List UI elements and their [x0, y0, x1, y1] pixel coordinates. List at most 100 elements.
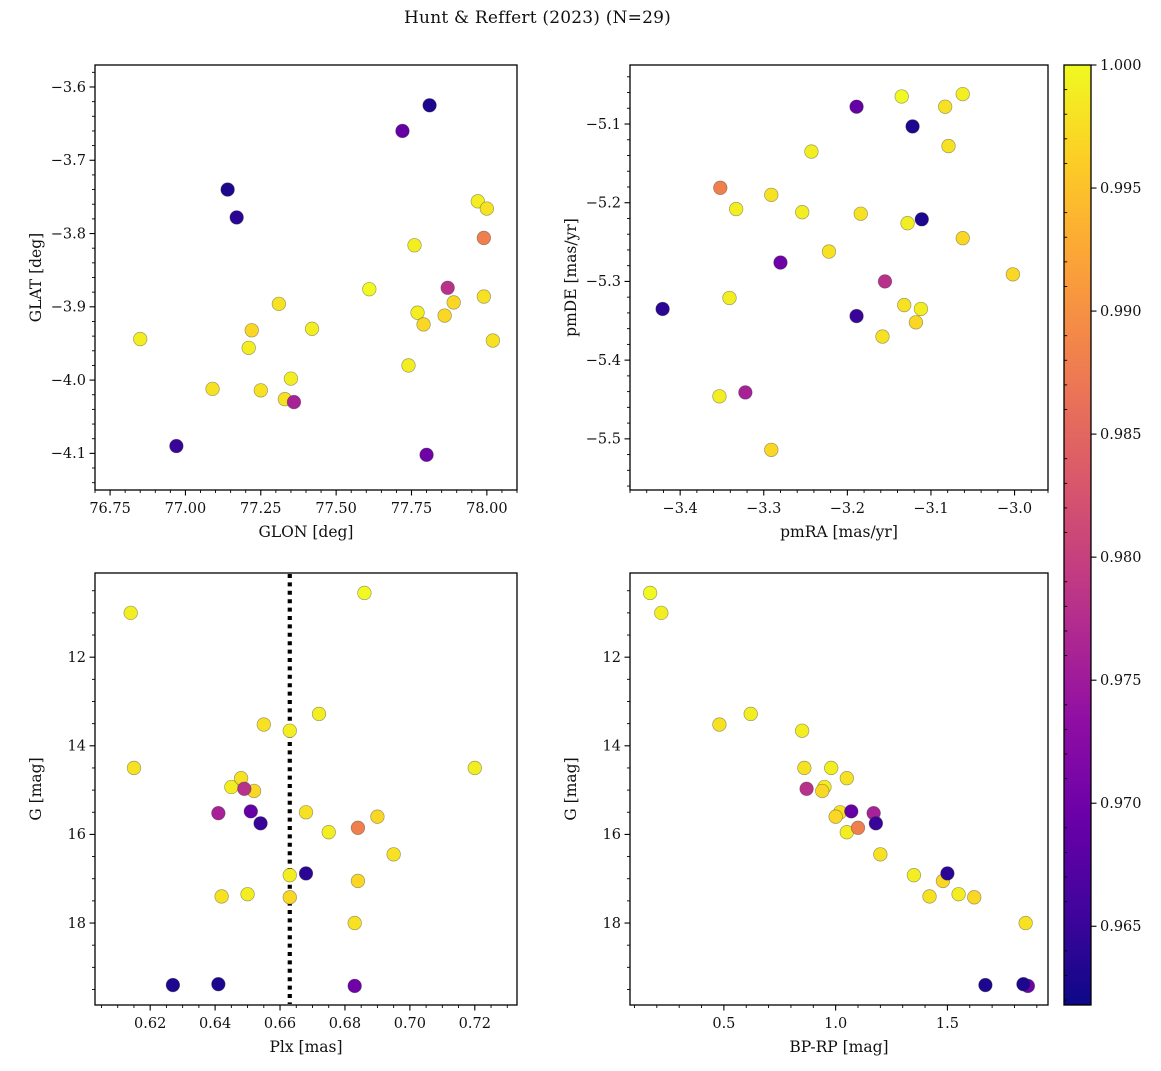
- data-point: [244, 323, 259, 338]
- colorbar-tick-label: 0.965: [1100, 919, 1142, 935]
- data-point: [440, 280, 455, 295]
- data-point: [722, 290, 737, 306]
- data-point: [828, 809, 843, 824]
- panel-glon-glat: 76.75 77.00 77.25 77.50 77.75 78.00 −3.6 −3.7 −3…: [27, 64, 518, 541]
- data-point: [282, 868, 297, 883]
- data-point: [395, 123, 410, 139]
- x-tick-label: 0.68: [329, 1016, 361, 1032]
- data-point: [205, 381, 220, 397]
- y-tick-label: −5.5: [586, 432, 621, 448]
- colorbar-gradient: [1064, 65, 1091, 1005]
- data-point: [237, 781, 252, 796]
- data-point: [642, 585, 658, 601]
- data-point: [229, 210, 244, 225]
- data-point: [795, 205, 810, 220]
- panel-cmd: 0.5 1.0 1.5 12 14 16 18 BP-RP [mag] G [mag]: [562, 572, 1049, 1056]
- data-point: [849, 308, 864, 324]
- axes-spine: [629, 64, 1049, 491]
- x-tick-label: 0.5: [712, 1016, 735, 1032]
- data-point: [938, 99, 953, 114]
- data-point: [476, 230, 491, 246]
- data-point: [654, 605, 669, 621]
- data-point: [286, 394, 302, 410]
- y-tick-label: 12: [603, 650, 621, 666]
- data-point: [419, 447, 434, 462]
- y-tick-label: −3.7: [51, 153, 86, 169]
- data-point: [764, 442, 779, 458]
- data-point: [815, 783, 830, 799]
- data-point: [844, 804, 859, 819]
- data-point: [914, 212, 929, 227]
- data-point: [214, 889, 229, 904]
- data-point: [133, 331, 148, 347]
- figure-title: Hunt & Reffert (2023) (N=29): [404, 8, 671, 28]
- data-point: [211, 805, 226, 821]
- y-axis-label: G [mag]: [562, 757, 580, 820]
- data-point: [797, 760, 812, 776]
- y-tick-label: −5.3: [586, 274, 621, 290]
- data-point: [804, 144, 819, 159]
- x-tick-label: 78.00: [466, 501, 508, 517]
- data-point: [905, 119, 920, 134]
- data-point: [955, 86, 970, 102]
- axes-spine: [629, 572, 1049, 1006]
- axes-spine: [94, 572, 518, 1006]
- data-point: [282, 890, 297, 905]
- data-point: [410, 305, 425, 320]
- x-tick-label: 0.66: [264, 1016, 296, 1032]
- data-point: [350, 873, 366, 889]
- x-tick-label: −3.4: [663, 501, 698, 517]
- x-tick-label: 0.64: [199, 1016, 231, 1032]
- data-point: [849, 99, 864, 114]
- data-point: [311, 706, 327, 722]
- x-tick-label: 0.62: [134, 1016, 166, 1032]
- scatter-points: [133, 98, 501, 462]
- data-point: [123, 605, 138, 621]
- y-tick-label: 14: [68, 739, 86, 755]
- data-point: [479, 201, 495, 216]
- data-point: [241, 340, 256, 355]
- y-tick-label: −3.9: [51, 300, 86, 316]
- y-tick-label: −5.4: [586, 353, 621, 369]
- data-point: [729, 201, 744, 217]
- data-point: [422, 98, 437, 113]
- data-point: [437, 308, 452, 323]
- data-point: [220, 182, 235, 197]
- data-point: [1005, 267, 1021, 282]
- y-tick-label: 16: [68, 827, 86, 843]
- data-point: [386, 847, 401, 862]
- data-point: [799, 781, 814, 796]
- data-point: [897, 297, 912, 313]
- x-tick-label: −3.0: [997, 501, 1032, 517]
- y-tick-label: 18: [68, 916, 86, 932]
- y-tick-label: 12: [68, 650, 86, 666]
- x-tick-label: 0.72: [459, 1016, 491, 1032]
- x-tick-label: −3.2: [830, 501, 865, 517]
- data-point: [712, 389, 727, 404]
- data-point: [256, 717, 271, 732]
- data-point: [165, 977, 181, 993]
- y-tick-label: 18: [603, 916, 621, 932]
- data-point: [850, 820, 866, 835]
- data-point: [1016, 977, 1031, 992]
- colorbar-tick-label: 0.980: [1100, 550, 1142, 566]
- data-point: [712, 717, 727, 732]
- data-point: [877, 274, 893, 289]
- y-axis-label: GLAT [deg]: [27, 233, 45, 322]
- data-point: [407, 238, 422, 253]
- colorbar-outline: [1063, 64, 1092, 1006]
- data-point: [282, 723, 297, 738]
- y-axis-label: pmDE [mas/yr]: [562, 218, 580, 337]
- data-point: [894, 89, 909, 104]
- colorbar-tick-label: 1.000: [1100, 58, 1142, 74]
- axes-spine: [94, 64, 518, 491]
- data-point: [873, 847, 888, 862]
- data-point: [253, 383, 268, 398]
- data-point: [298, 805, 314, 820]
- data-point: [271, 296, 287, 312]
- data-point: [824, 760, 839, 776]
- colorbar-tick-label: 0.995: [1100, 181, 1142, 197]
- data-point: [485, 333, 501, 348]
